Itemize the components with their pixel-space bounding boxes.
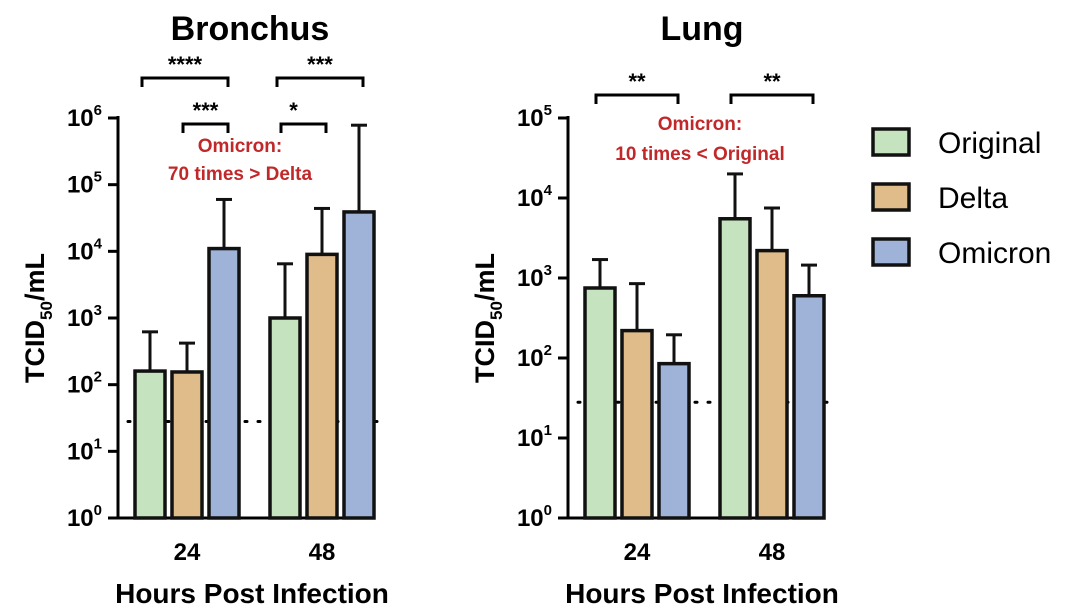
annotation-text: Omicron:	[198, 136, 282, 157]
y-tick-label: 106	[67, 102, 102, 132]
bar-original-48h	[268, 316, 302, 520]
bar-omicron-48h	[342, 210, 376, 520]
x-axis-label: Hours Post Infection	[565, 578, 839, 608]
significance-label: **	[628, 69, 646, 94]
significance-label: *	[289, 98, 298, 123]
bar-original-48h	[718, 217, 752, 520]
significance-bracket	[279, 122, 328, 133]
legend-swatch-delta	[871, 182, 911, 212]
y-tick-label: 101	[517, 422, 552, 452]
bar-omicron-48h	[792, 293, 826, 520]
x-axis-label: Hours Post Infection	[115, 578, 389, 608]
y-tick-label: 102	[517, 342, 552, 372]
significance-bracket	[140, 76, 230, 87]
annotation-text: Omicron:	[658, 114, 742, 135]
annotation-text: 10 times < Original	[615, 144, 785, 165]
annotation-text: 70 times > Delta	[168, 164, 313, 185]
x-tick-label: 24	[174, 539, 201, 566]
y-tick-label: 104	[67, 235, 103, 265]
significance-bracket	[594, 93, 680, 104]
bronchus-chart: Bronchus 100 101 102 103 104 105 106 24 48 Hours P…	[20, 10, 389, 608]
bar-original-24h	[583, 286, 617, 520]
y-tick-label: 105	[67, 169, 102, 199]
significance-bracket	[729, 93, 815, 104]
legend-label-omicron: Omicron	[938, 237, 1051, 270]
bar-delta-48h	[305, 252, 339, 520]
y-tick-label: 104	[517, 182, 553, 212]
legend-swatch-original	[871, 127, 911, 157]
significance-bracket	[181, 122, 230, 133]
y-tick-label: 100	[517, 502, 552, 532]
y-tick-label: 103	[67, 302, 102, 332]
significance-label: ***	[193, 98, 219, 123]
bar-delta-48h	[755, 248, 789, 520]
legend: Original Delta Omicron	[871, 127, 1051, 270]
bar-original-24h	[133, 369, 167, 520]
significance-label: ****	[168, 52, 203, 77]
significance-label: ***	[307, 52, 333, 77]
y-tick-label: 103	[517, 262, 552, 292]
x-tick-label: 24	[624, 539, 651, 566]
x-tick-label: 48	[309, 539, 336, 566]
y-axis-label: TCID50/mL	[20, 253, 56, 383]
legend-label-delta: Delta	[938, 182, 1008, 215]
bar-omicron-24h	[657, 361, 691, 520]
bar-delta-24h	[620, 328, 654, 520]
lung-chart: Lung 100 101 102 103 104 105 24 48 Hours Post Inf…	[470, 10, 840, 608]
bar-delta-24h	[170, 370, 204, 520]
y-tick-label: 101	[67, 435, 102, 465]
chart-title: Bronchus	[171, 10, 330, 48]
legend-swatch-omicron	[871, 237, 911, 267]
significance-label: **	[763, 69, 781, 94]
y-axis-label: TCID50/mL	[470, 253, 506, 383]
legend-label-original: Original	[938, 127, 1041, 160]
y-tick-label: 102	[67, 369, 102, 399]
bar-omicron-24h	[207, 246, 241, 520]
y-tick-label: 105	[517, 102, 552, 132]
chart-title: Lung	[660, 10, 743, 48]
significance-bracket	[275, 76, 365, 87]
y-tick-label: 100	[67, 502, 102, 532]
x-tick-label: 48	[759, 539, 786, 566]
